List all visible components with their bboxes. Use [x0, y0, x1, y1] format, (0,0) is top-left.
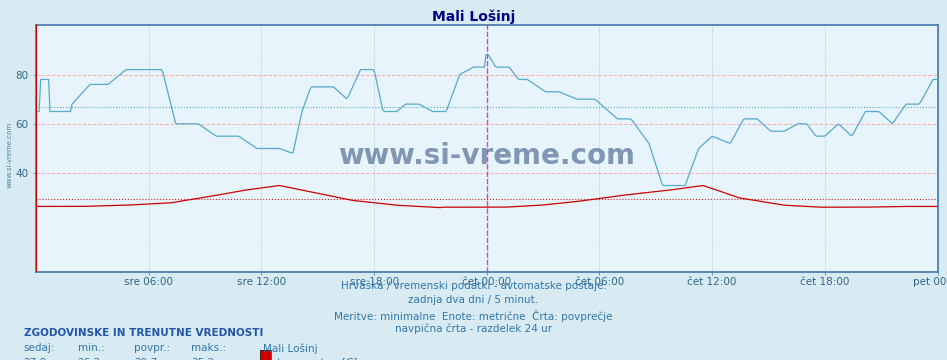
Text: 27,8: 27,8 — [24, 358, 47, 360]
Text: ZGODOVINSKE IN TRENUTNE VREDNOSTI: ZGODOVINSKE IN TRENUTNE VREDNOSTI — [24, 328, 263, 338]
Text: 29,7: 29,7 — [134, 358, 158, 360]
Text: maks.:: maks.: — [191, 343, 226, 354]
Text: temperatura[C]: temperatura[C] — [277, 358, 358, 360]
Text: www.si-vreme.com: www.si-vreme.com — [338, 142, 635, 170]
Text: 35,2: 35,2 — [191, 358, 215, 360]
Text: sedaj:: sedaj: — [24, 343, 55, 354]
Text: Meritve: minimalne  Enote: metrične  Črta: povprečje: Meritve: minimalne Enote: metrične Črta:… — [334, 310, 613, 321]
Text: Hrvaška / vremenski podatki - avtomatske postaje.: Hrvaška / vremenski podatki - avtomatske… — [341, 281, 606, 291]
Text: navpična črta - razdelek 24 ur: navpična črta - razdelek 24 ur — [395, 324, 552, 334]
Text: Mali Lošinj: Mali Lošinj — [263, 343, 318, 354]
Text: Mali Lošinj: Mali Lošinj — [432, 9, 515, 23]
Text: povpr.:: povpr.: — [134, 343, 170, 354]
Text: min.:: min.: — [78, 343, 104, 354]
Text: 26,2: 26,2 — [78, 358, 101, 360]
Text: zadnja dva dni / 5 minut.: zadnja dva dni / 5 minut. — [408, 295, 539, 305]
Text: www.si-vreme.com: www.si-vreme.com — [7, 122, 12, 188]
